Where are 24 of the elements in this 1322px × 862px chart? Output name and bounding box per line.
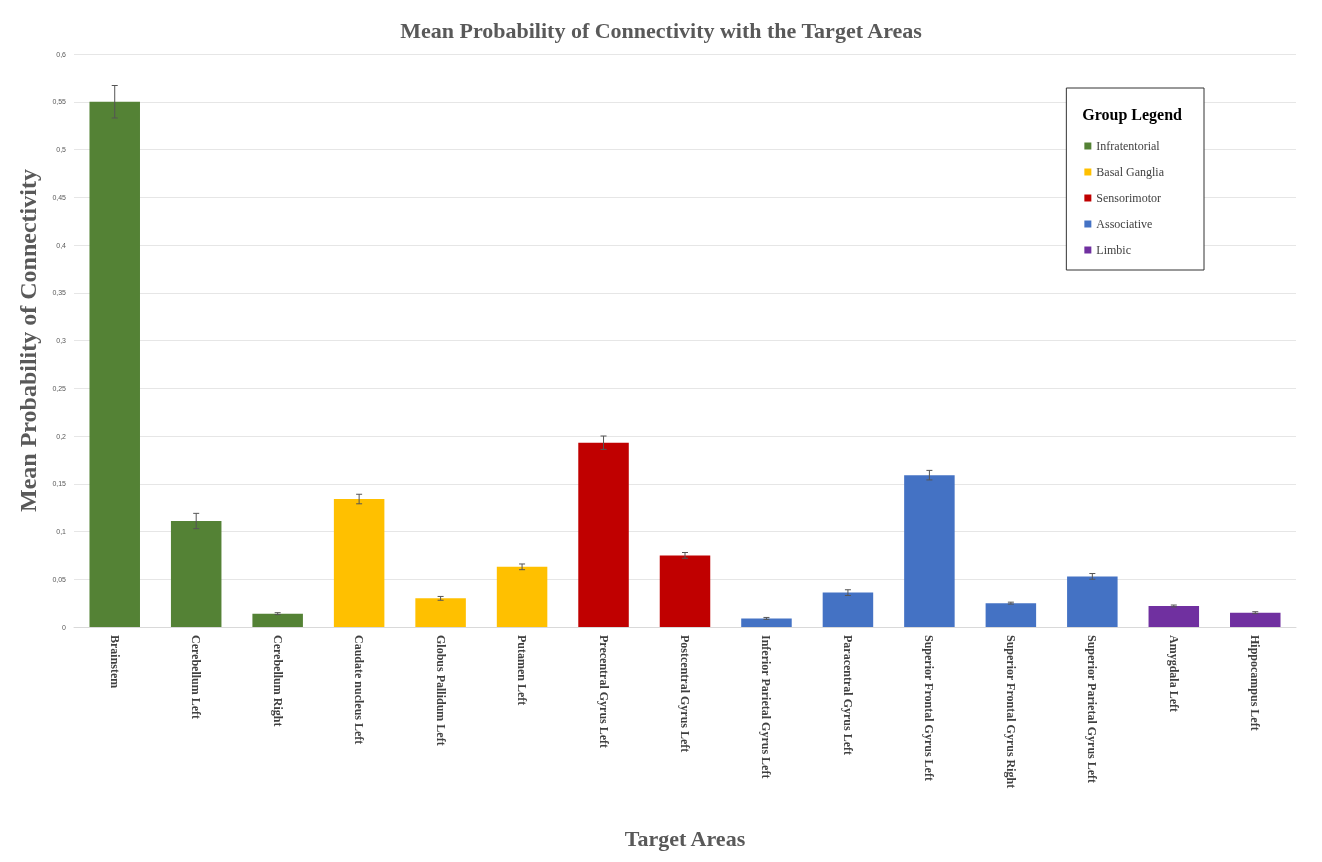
x-tick-label: Cerebellum Right: [270, 635, 285, 727]
legend-label: Associative: [1096, 217, 1153, 231]
x-tick-label: Inferior Parietal Gyrus Left: [759, 635, 774, 779]
x-tick-label: Putamen Left: [515, 635, 530, 706]
x-tick-label: Paracentral Gyrus Left: [840, 635, 855, 755]
x-tick-label: Precentral Gyrus Left: [596, 635, 611, 749]
x-tick-label: Amygdala Left: [1166, 635, 1181, 712]
legend-title: Group Legend: [1082, 105, 1183, 124]
legend-label: Sensorimotor: [1096, 191, 1162, 205]
legend-label: Basal Ganglia: [1096, 165, 1165, 179]
x-tick-label: Caudate nucleus Left: [352, 635, 367, 745]
x-tick-label: Brainstem: [107, 635, 122, 689]
y-axis-title: Mean Probability of Connectivity: [15, 169, 41, 512]
x-tick-label: Superior Parietal Gyrus Left: [1085, 635, 1100, 784]
legend-label: Infratentorial: [1096, 139, 1161, 153]
x-axis-title: Target Areas: [624, 825, 746, 851]
x-tick-label: Hippocampus Left: [1248, 635, 1263, 731]
chart-title: Mean Probability of Connectivity with the Target Areas: [400, 17, 923, 43]
x-tick-label: Globus Pallidum Left: [433, 635, 448, 746]
legend-label: Limbic: [1096, 243, 1132, 257]
x-tick-label: Cerebellum Left: [189, 635, 204, 720]
x-tick-label: Superior Frontal Gyrus Right: [1003, 635, 1018, 789]
x-tick-label: Postcentral Gyrus Left: [678, 635, 692, 753]
x-tick-label: Superior Frontal Gyrus Left: [922, 635, 937, 781]
